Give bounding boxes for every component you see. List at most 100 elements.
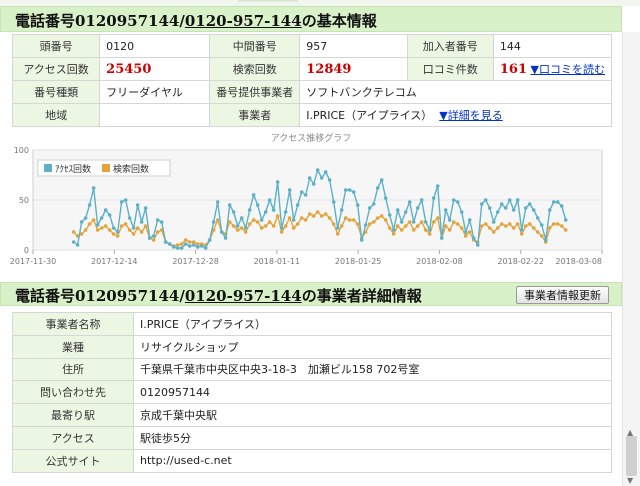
data-point [199, 244, 204, 248]
y-tick-label: 50 [19, 196, 29, 205]
data-point [555, 200, 560, 204]
data-point [239, 216, 244, 220]
data-point [323, 212, 328, 216]
data-point [459, 210, 464, 214]
chart-legend: ｱｸｾｽ回数 検索回数 [37, 159, 171, 177]
top-tab-edge [238, 0, 298, 2]
data-point [347, 188, 352, 192]
data-point [535, 230, 540, 234]
scroll-up-icon[interactable]: ▲ [627, 428, 634, 437]
data-point [427, 228, 432, 232]
data-point [255, 203, 260, 207]
subscriber-number-label: 加入者番号 [406, 34, 494, 58]
data-point [531, 226, 536, 230]
legend-label-access[interactable]: ｱｸｾｽ回数 [55, 163, 91, 175]
data-point [155, 230, 160, 234]
head-number-label: 頭番号 [11, 34, 101, 58]
data-point [275, 214, 280, 218]
data-point [95, 228, 100, 232]
see-details-link[interactable]: ▼詳細を見る [439, 109, 503, 122]
data-point [99, 216, 104, 220]
data-point [363, 223, 368, 227]
data-point [371, 220, 376, 224]
data-point [223, 236, 228, 240]
y-tick-label: 0 [24, 246, 29, 255]
data-point [235, 224, 240, 228]
data-point [139, 220, 144, 224]
data-point [503, 206, 508, 210]
phone-number-link[interactable]: 0120-957-144 [184, 287, 302, 305]
search-count-value: 12849 [306, 61, 352, 77]
data-point [103, 224, 108, 228]
data-point [75, 243, 80, 247]
data-point [367, 206, 372, 210]
business-value: I.PRICE（アイプライス） [306, 109, 433, 122]
data-point [323, 170, 328, 174]
x-tick-label: 2017-11-30 [10, 257, 57, 266]
data-point [107, 228, 112, 232]
data-point [375, 186, 380, 190]
data-point [427, 232, 432, 236]
detail-value: 京成千葉中央駅 [133, 403, 612, 427]
scrollbar-thumb[interactable] [626, 436, 637, 476]
data-point [347, 218, 352, 222]
x-tick-label: 2017-12-28 [172, 257, 219, 266]
data-point [447, 218, 452, 222]
data-point [355, 222, 360, 226]
data-point [443, 224, 448, 228]
data-point [391, 228, 396, 232]
data-point [71, 240, 76, 244]
data-point [107, 213, 112, 217]
data-point [219, 230, 224, 234]
top-band [0, 0, 640, 6]
scroll-down-icon[interactable]: ▼ [627, 476, 634, 485]
data-point [243, 230, 248, 234]
detail-value: 駅徒歩5分 [133, 425, 612, 450]
data-point [267, 198, 272, 202]
data-point [491, 230, 496, 234]
x-tick-label: 2018-03-08 [556, 257, 603, 266]
data-point [511, 226, 516, 230]
data-point [195, 242, 200, 246]
data-point [415, 206, 420, 210]
data-point [251, 218, 256, 222]
detail-value: 0120957144 [133, 380, 612, 405]
data-point [467, 218, 472, 222]
data-point [115, 234, 120, 238]
data-point [335, 232, 340, 236]
data-point [315, 168, 320, 172]
detail-value: 千葉県千葉市中央区中央3-18-3 加瀬ビル158 702号室 [133, 357, 612, 382]
data-point [519, 232, 524, 236]
data-point [359, 238, 364, 242]
data-point [315, 210, 320, 214]
y-tick-label: 100 [14, 146, 29, 155]
phone-number-link[interactable]: 0120-957-144 [184, 12, 302, 30]
table-row: 公式サイト http://used-c.net [12, 448, 612, 473]
data-point [235, 228, 240, 232]
detail-value: リサイクルショップ [133, 334, 612, 359]
update-business-info-button[interactable]: 事業者情報更新 [516, 286, 609, 304]
data-point [483, 222, 488, 226]
data-point [207, 238, 212, 242]
data-point [183, 238, 188, 242]
data-point [403, 224, 408, 228]
data-point [215, 218, 220, 222]
data-point [307, 176, 312, 180]
data-point [459, 226, 464, 230]
data-point [547, 208, 552, 212]
data-point [327, 216, 332, 220]
data-point [451, 198, 456, 202]
vertical-scrollbar[interactable]: ▲ ▼ [622, 32, 640, 486]
legend-label-search[interactable]: 検索回数 [113, 163, 149, 175]
read-reviews-link[interactable]: ▼口コミを読む [530, 63, 605, 76]
data-point [263, 224, 268, 228]
data-point [99, 226, 104, 230]
data-point [175, 243, 180, 247]
data-point [487, 206, 492, 210]
data-point [531, 208, 536, 212]
data-point [247, 208, 252, 212]
data-point [231, 210, 236, 214]
data-point [279, 230, 284, 234]
data-point [343, 216, 348, 220]
data-point [423, 220, 428, 224]
